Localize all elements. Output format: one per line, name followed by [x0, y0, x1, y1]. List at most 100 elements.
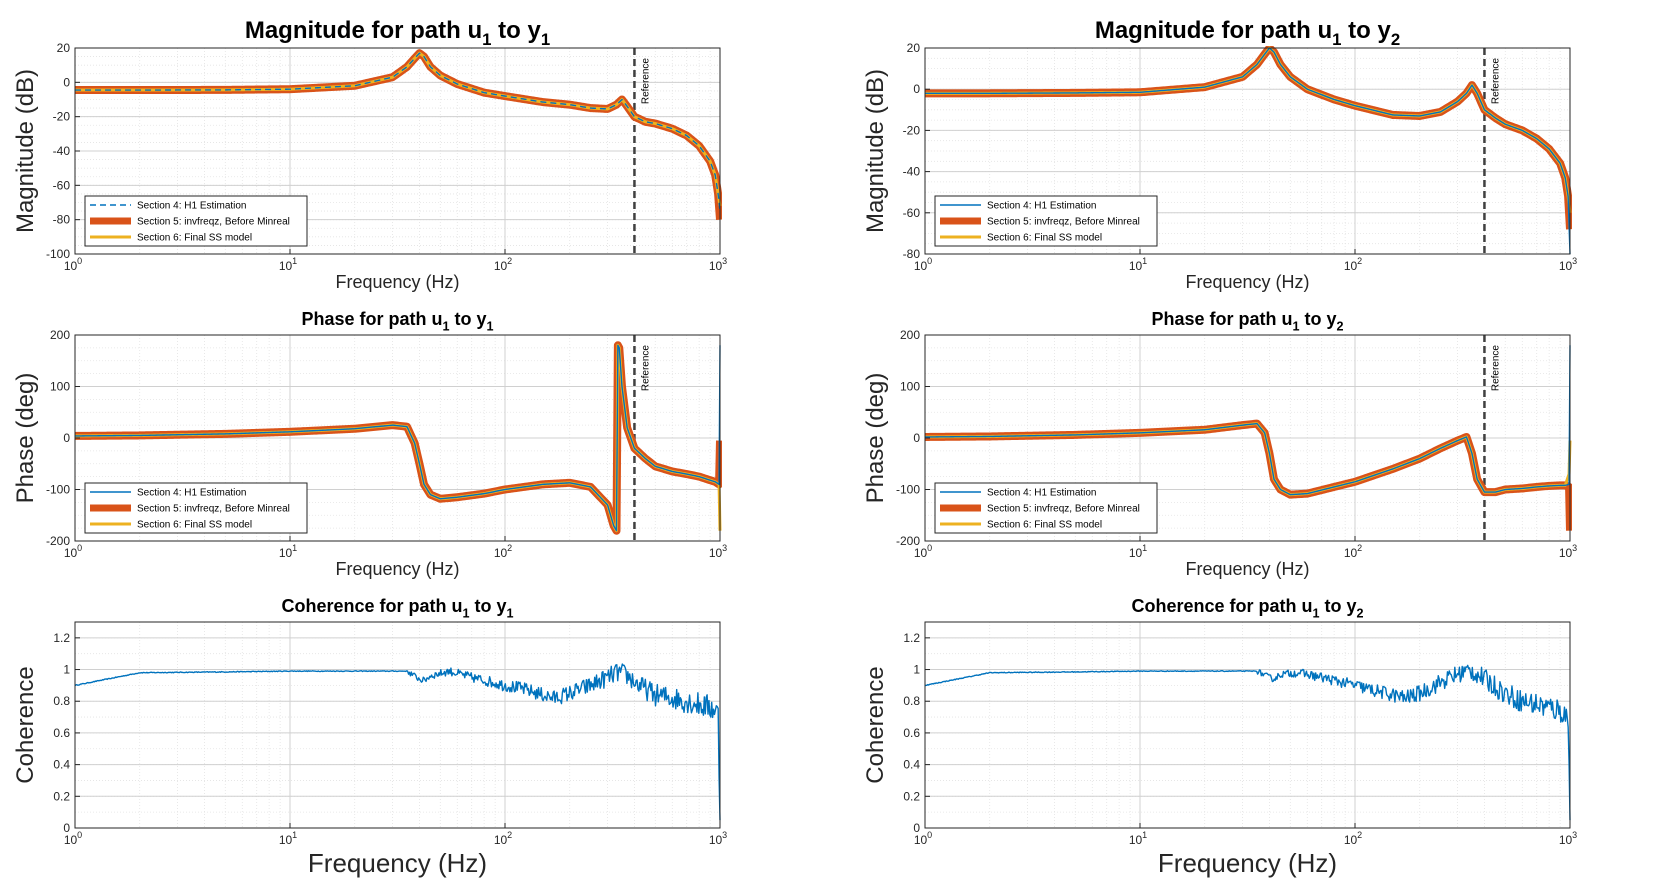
y-tick-label: -100 [46, 483, 70, 497]
chart-title: Coherence for path u1 to y1 [281, 596, 513, 620]
x-tick-exponent: 0 [927, 543, 932, 553]
chart-title: Phase for path u1 to y1 [301, 309, 493, 333]
x-axis-label: Frequency (Hz) [1185, 272, 1309, 292]
x-tick-exponent: 3 [722, 256, 727, 266]
chart-title: Coherence for path u1 to y2 [1131, 596, 1363, 620]
x-tick-exponent: 1 [1142, 256, 1147, 266]
x-tick-label: 100 [914, 543, 932, 560]
y-tick-label: -100 [896, 483, 920, 497]
y-tick-label: 0.6 [53, 726, 70, 740]
x-tick-exponent: 2 [1357, 830, 1362, 840]
series-line-1 [925, 345, 1571, 496]
axes-box [74, 621, 721, 829]
x-tick-label: 102 [1344, 830, 1362, 847]
x-tick-label: 100 [64, 543, 82, 560]
title-text: Phase for path u [1151, 309, 1292, 329]
x-tick-label: 103 [709, 830, 727, 847]
title-subscript: 1 [1312, 606, 1319, 620]
reference-label: Reference [1490, 58, 1501, 105]
series-line-1 [75, 663, 721, 821]
y-tick-label: -20 [53, 110, 71, 124]
plot-area [925, 622, 1570, 828]
title-text: Phase for path u [301, 309, 442, 329]
x-axis-label: Frequency (Hz) [335, 559, 459, 579]
title-subscript: 1 [1332, 30, 1341, 49]
legend-label-1: Section 4: H1 Estimation [137, 201, 247, 212]
x-axis-label: Frequency (Hz) [1185, 559, 1309, 579]
title-text: to y [470, 596, 507, 616]
x-tick-label: 101 [279, 256, 297, 273]
x-tick-label: 103 [709, 543, 727, 560]
axes-box [924, 621, 1571, 829]
x-tick-label: 103 [1559, 256, 1577, 273]
y-tick-label: -80 [53, 213, 71, 227]
y-tick-label: 0 [913, 82, 920, 96]
x-tick-label: 102 [494, 543, 512, 560]
x-tick-label: 101 [279, 543, 297, 560]
y-axis-label: Magnitude (dB) [12, 69, 39, 233]
x-axis-label: Frequency (Hz) [1158, 848, 1337, 878]
y-tick-label: 0.2 [903, 789, 920, 803]
x-tick-exponent: 1 [292, 543, 297, 553]
series-line-1 [925, 47, 1571, 255]
legend-label-2: Section 5: invfreqz, Before Minreal [137, 217, 290, 228]
title-subscript: 1 [541, 30, 550, 49]
legend: Section 4: H1 Estimation Section 5: invfr… [934, 195, 1158, 247]
y-tick-label: 0 [63, 431, 70, 445]
x-tick-exponent: 2 [1357, 543, 1362, 553]
title-text: Coherence for path u [1131, 596, 1312, 616]
y-tick-label: 0.8 [903, 694, 920, 708]
legend-label-3: Section 6: Final SS model [137, 233, 252, 244]
x-tick-exponent: 0 [927, 256, 932, 266]
x-tick-label: 100 [914, 830, 932, 847]
x-tick-label: 103 [1559, 830, 1577, 847]
x-tick-exponent: 3 [1572, 256, 1577, 266]
y-axis-label: Coherence [12, 666, 39, 783]
legend: Section 4: H1 Estimation Section 5: invfr… [84, 195, 308, 247]
y-tick-label: 1.2 [903, 631, 920, 645]
x-tick-exponent: 2 [1357, 256, 1362, 266]
x-tick-exponent: 3 [1572, 543, 1577, 553]
series-line-1 [925, 664, 1571, 821]
title-subscript: 1 [487, 319, 494, 333]
title-subscript: 1 [1292, 319, 1299, 333]
chart-title: Magnitude for path u1 to y1 [245, 17, 550, 49]
title-text: to y [491, 17, 541, 44]
plot-area [75, 622, 720, 828]
legend-label-3: Section 6: Final SS model [137, 520, 252, 531]
x-tick-label: 101 [1129, 830, 1147, 847]
x-tick-exponent: 1 [1142, 543, 1147, 553]
x-tick-label: 101 [1129, 543, 1147, 560]
y-tick-label: -80 [903, 247, 921, 261]
x-axis-label: Frequency (Hz) [335, 272, 459, 292]
title-subscript: 2 [1357, 606, 1364, 620]
y-tick-label: -60 [53, 178, 71, 192]
x-tick-label: 101 [1129, 256, 1147, 273]
y-tick-label: 100 [50, 380, 70, 394]
legend: Section 4: H1 Estimation Section 5: invfr… [84, 482, 308, 534]
x-tick-label: 102 [494, 256, 512, 273]
y-axis-label: Coherence [862, 666, 889, 783]
title-subscript: 1 [507, 606, 514, 620]
x-tick-exponent: 2 [507, 256, 512, 266]
y-tick-label: 0.8 [53, 694, 70, 708]
y-tick-label: 20 [907, 41, 921, 55]
title-subscript: 1 [482, 30, 491, 49]
y-tick-label: 0 [913, 821, 920, 835]
x-axis-label: Frequency (Hz) [308, 848, 487, 878]
legend: Section 4: H1 Estimation Section 5: invfr… [934, 482, 1158, 534]
series-line-1 [75, 52, 721, 212]
x-tick-label: 102 [1344, 256, 1362, 273]
x-tick-exponent: 3 [722, 543, 727, 553]
legend-label-2: Section 5: invfreqz, Before Minreal [987, 217, 1140, 228]
y-axis-label: Phase (deg) [12, 373, 39, 504]
title-subscript: 2 [1391, 30, 1400, 49]
x-tick-label: 100 [64, 830, 82, 847]
x-tick-label: 101 [279, 830, 297, 847]
y-tick-label: 0.4 [903, 758, 920, 772]
y-tick-label: 20 [57, 41, 71, 55]
x-tick-exponent: 0 [77, 256, 82, 266]
